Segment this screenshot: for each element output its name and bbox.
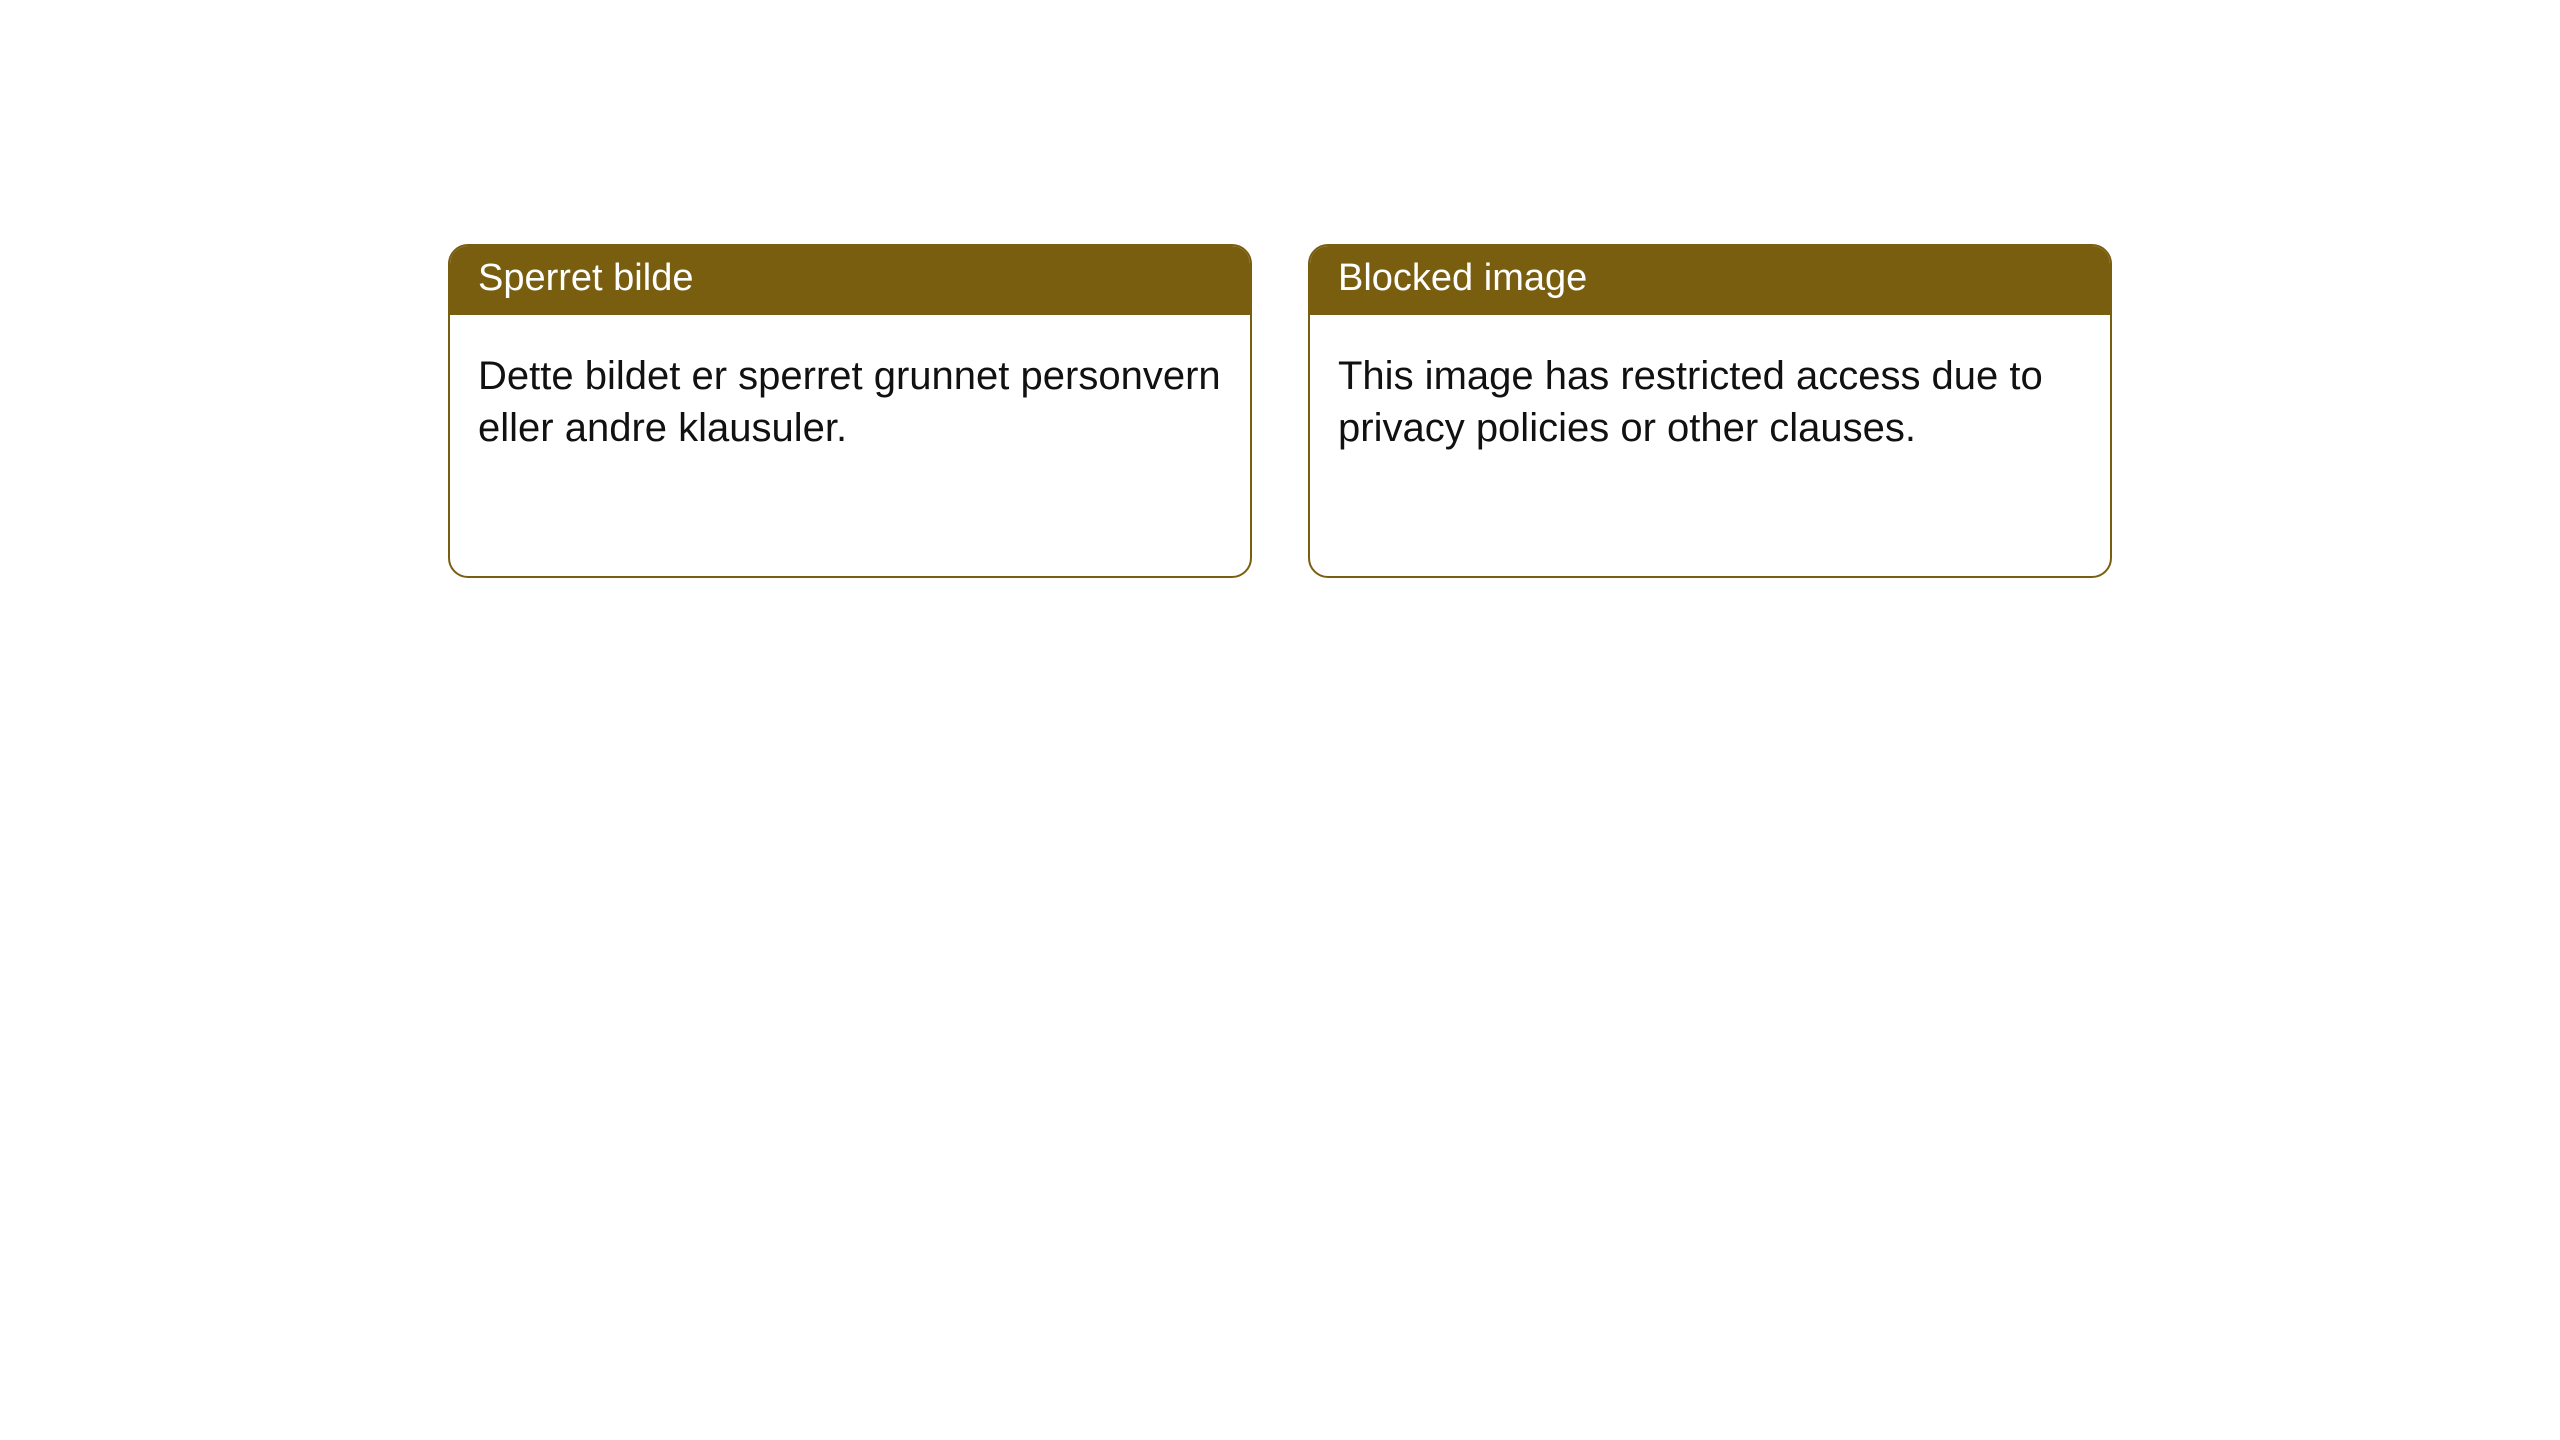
card-text-no: Dette bildet er sperret grunnet personve…	[478, 354, 1221, 449]
blocked-image-card-no: Sperret bilde Dette bildet er sperret gr…	[448, 244, 1252, 578]
card-text-en: This image has restricted access due to …	[1338, 354, 2043, 449]
notice-container: Sperret bilde Dette bildet er sperret gr…	[0, 0, 2560, 578]
blocked-image-card-en: Blocked image This image has restricted …	[1308, 244, 2112, 578]
card-header-en: Blocked image	[1310, 246, 2110, 315]
card-title-no: Sperret bilde	[478, 257, 693, 299]
card-title-en: Blocked image	[1338, 257, 1587, 299]
card-body-en: This image has restricted access due to …	[1310, 315, 2110, 481]
card-header-no: Sperret bilde	[450, 246, 1250, 315]
card-body-no: Dette bildet er sperret grunnet personve…	[450, 315, 1250, 481]
